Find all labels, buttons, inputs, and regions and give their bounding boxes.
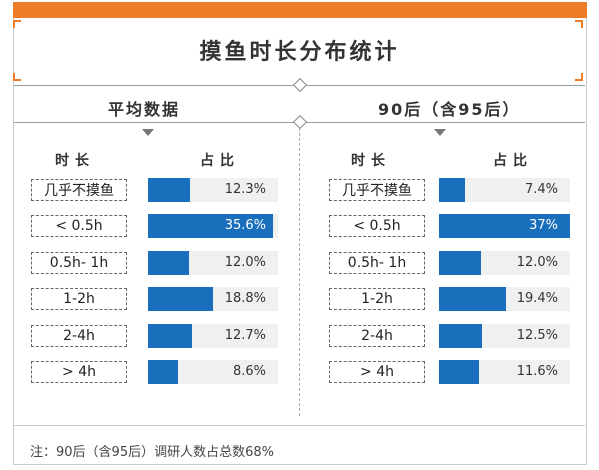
divider-line [14,85,294,86]
bar-track: 11.6% [439,360,570,384]
divider-line [306,85,585,86]
data-label: 12.5% [516,328,558,343]
bar [148,360,178,384]
chart-frame [13,18,587,465]
divider-line [14,122,294,123]
section-title-post90: 90后（含95后） [378,100,521,119]
corner-mark-top-left [13,20,21,28]
data-label: 12.0% [516,255,558,270]
column-header-duration: 时长 [351,153,391,169]
bar-track: 12.7% [148,324,278,348]
category-label: 1-2h [329,288,425,310]
bar [439,178,465,202]
category-label: 1-2h [31,288,127,310]
bar-track: 12.0% [148,251,278,275]
bar [148,251,190,275]
corner-mark-top-right [575,20,583,28]
bar [148,178,191,202]
bar [439,251,481,275]
data-label: 35.6% [224,218,266,233]
category-label: 2-4h [329,325,425,347]
category-label: 0.5h- 1h [329,252,425,274]
category-label: > 4h [31,361,127,383]
data-label: 37% [529,218,558,233]
footnote: 注：90后（含95后）调研人数占总数68% [30,445,274,460]
section-title-average: 平均数据 [108,100,181,119]
category-label: 几乎不摸鱼 [329,179,425,201]
bar [439,287,507,311]
accent-top-bar [13,2,587,18]
category-label: < 0.5h [329,215,425,237]
data-label: 12.3% [224,182,266,197]
column-header-share: 占比 [493,153,533,169]
down-arrow-icon [434,129,446,136]
category-label: > 4h [329,361,425,383]
bar-track: 12.0% [439,251,570,275]
bar [439,324,483,348]
data-label: 11.6% [516,364,558,379]
bar [148,324,192,348]
bar-track: 12.3% [148,178,278,202]
footer-divider [14,425,585,426]
center-dashed-divider [299,128,300,416]
data-label: 7.4% [524,182,558,197]
data-label: 12.7% [224,328,266,343]
column-header-share: 占比 [200,153,240,169]
category-label: 几乎不摸鱼 [31,179,127,201]
page-title: 摸鱼时长分布统计 [199,40,400,65]
bar-track: 8.6% [148,360,278,384]
column-header-duration: 时长 [55,153,95,169]
bar-track: 37% [439,214,570,238]
category-label: 2-4h [31,325,127,347]
down-arrow-icon [142,129,154,136]
data-label: 19.4% [516,291,558,306]
data-label: 12.0% [224,255,266,270]
corner-mark-bottom-left [13,73,21,81]
bar [439,214,570,238]
bar [148,214,274,238]
divider-line [306,122,585,123]
data-label: 8.6% [232,364,266,379]
bar [439,360,480,384]
category-label: 0.5h- 1h [31,252,127,274]
bar-track: 19.4% [439,287,570,311]
bar-track: 7.4% [439,178,570,202]
bar [148,287,213,311]
category-label: < 0.5h [31,215,127,237]
bar-track: 12.5% [439,324,570,348]
bar-track: 18.8% [148,287,278,311]
bar-track: 35.6% [148,214,278,238]
data-label: 18.8% [224,291,266,306]
corner-mark-bottom-right [575,73,583,81]
